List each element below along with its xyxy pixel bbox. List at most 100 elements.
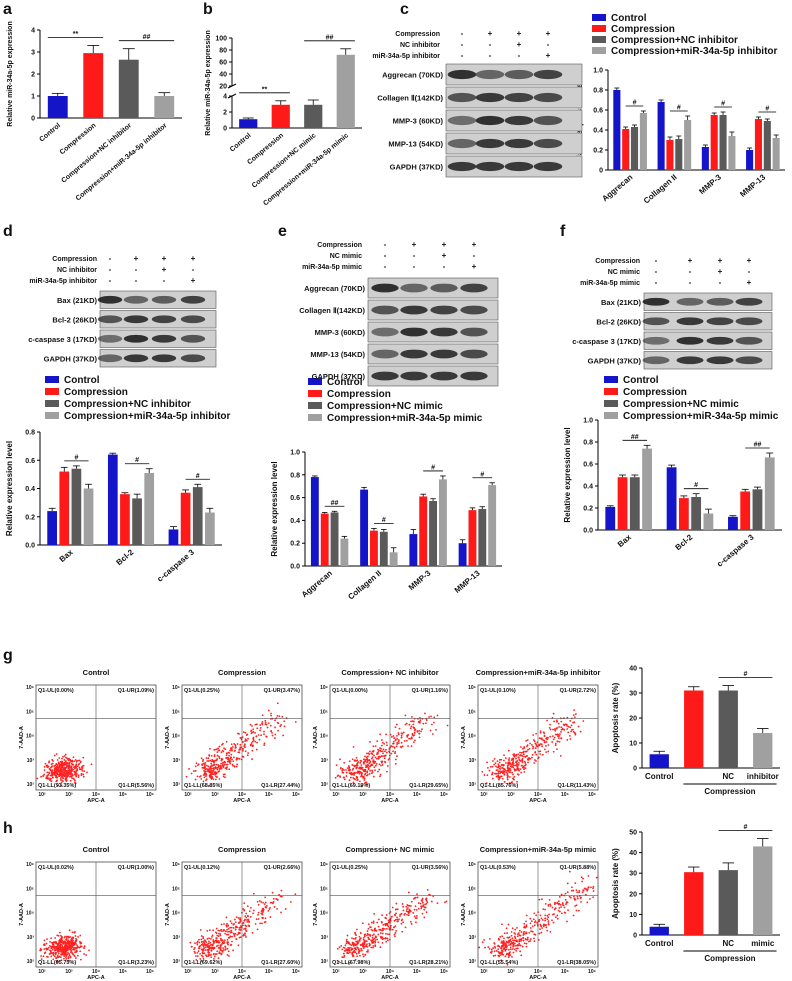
cell-dot [584, 893, 587, 896]
cell-dot [503, 768, 506, 771]
cell-dot [522, 936, 525, 939]
cell-dot [507, 940, 510, 942]
cell-dot [420, 730, 422, 733]
flow-x-tick: 10⁴ [534, 792, 543, 798]
cell-dot [554, 729, 557, 732]
cell-dot [518, 932, 520, 934]
cell-dot [511, 941, 513, 944]
flow-y-tick: 10⁵ [26, 709, 35, 715]
cell-dot [369, 750, 371, 753]
quadrant-label: Q1-LL(68.85%) [184, 783, 222, 789]
cell-dot [238, 748, 241, 751]
cell-dot [503, 946, 506, 949]
cell-dot [374, 769, 376, 772]
cell-dot [218, 745, 221, 748]
x-tick-label: mimic [751, 939, 775, 948]
cell-dot [541, 919, 544, 921]
cell-dot [377, 925, 380, 928]
cell-dot [364, 755, 366, 758]
legend-label: Compression [64, 387, 128, 398]
cell-dot [532, 918, 535, 921]
cell-dot [560, 906, 562, 908]
cell-dot [404, 723, 407, 726]
cell-dot [549, 930, 552, 933]
y-tick-label: 0.8 [25, 430, 35, 437]
cell-dot [417, 907, 420, 910]
cell-dot [212, 767, 215, 769]
cell-dot [359, 932, 362, 935]
y-tick-label: 4 [31, 28, 35, 35]
cell-dot [538, 918, 541, 921]
cell-dot [269, 906, 271, 909]
cell-dot [417, 721, 420, 723]
cell-dot [554, 733, 557, 736]
bar [649, 926, 669, 935]
cell-dot [63, 755, 66, 757]
cell-dot [196, 955, 199, 957]
cell-dot [546, 918, 549, 921]
flow-y-tick: 10⁶ [468, 685, 476, 691]
quadrant-label: Q1-UR(3.47%) [264, 688, 301, 694]
cell-dot [205, 757, 208, 759]
significance-mark: ** [73, 31, 79, 38]
condition-sign: - [689, 267, 692, 276]
cell-dot [227, 950, 230, 953]
cell-dot [341, 956, 344, 958]
cell-dot [346, 934, 349, 937]
cell-dot [50, 937, 53, 940]
cell-dot [511, 948, 514, 950]
cell-dot [269, 916, 272, 918]
cell-dot [519, 751, 521, 754]
cell-dot [69, 770, 72, 772]
cell-dot [361, 772, 363, 775]
cell-dot [386, 922, 389, 925]
quadrant-label: Q1-UL(0.10%) [480, 688, 516, 694]
cell-dot [547, 922, 550, 924]
cell-dot [249, 723, 252, 726]
cell-dot [68, 954, 71, 957]
cell-dot [525, 942, 528, 945]
cell-dot [209, 759, 212, 762]
flow-y-label: 7-AAD-A [165, 726, 171, 749]
cell-dot [262, 901, 265, 904]
cell-dot [397, 742, 400, 745]
cell-dot [60, 940, 63, 942]
flow-x-label: APC-A [233, 975, 250, 981]
cell-dot [509, 769, 512, 772]
cell-dot [523, 768, 525, 771]
cell-dot [338, 946, 341, 949]
cell-dot [238, 921, 241, 924]
cell-dot [371, 934, 374, 937]
flow-x-tick: 10³ [359, 969, 367, 975]
cell-dot [595, 876, 598, 879]
cell-dot [216, 754, 219, 757]
cell-dot [347, 952, 349, 955]
cell-dot [202, 767, 205, 769]
cell-dot [200, 778, 203, 780]
cell-dot [203, 770, 205, 772]
significance-mark: # [677, 105, 681, 112]
cell-dot [580, 896, 582, 899]
cell-dot [200, 757, 203, 760]
cell-dot [211, 946, 213, 949]
cell-dot [350, 944, 353, 947]
cell-dot [425, 902, 428, 905]
cell-dot [508, 944, 510, 947]
cell-dot [48, 761, 50, 764]
cell-dot [533, 937, 535, 940]
cell-dot [557, 900, 560, 903]
cell-dot [217, 747, 220, 750]
cell-dot [213, 940, 216, 943]
cell-dot [68, 960, 70, 962]
cell-dot [66, 770, 69, 773]
quadrant-label: Q1-UR(5.88%) [560, 865, 597, 871]
cell-dot [40, 955, 42, 957]
cell-dot [504, 955, 507, 958]
cell-dot [194, 942, 196, 945]
blot-band [151, 354, 177, 363]
cell-dot [382, 929, 385, 931]
cell-dot [354, 938, 357, 940]
bar [684, 872, 704, 935]
condition-sign: - [518, 51, 521, 60]
cell-dot [394, 726, 397, 729]
